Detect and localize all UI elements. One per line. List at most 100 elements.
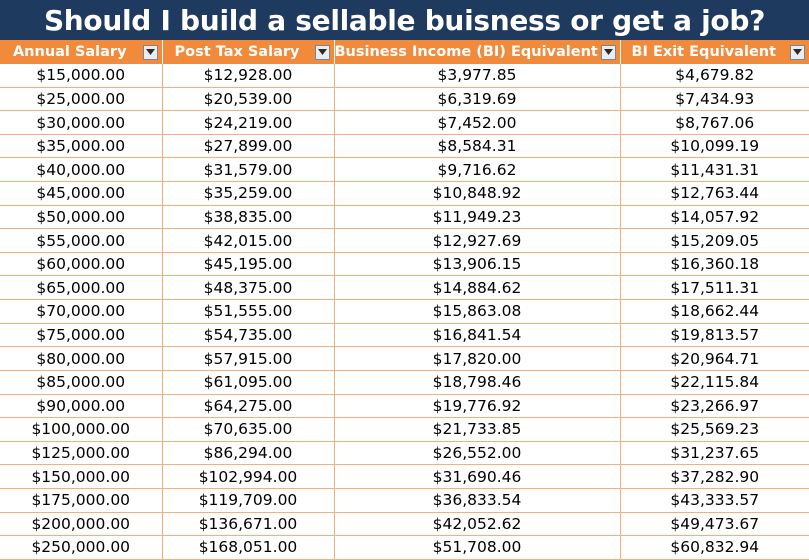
post-tax-salary-cell[interactable]: $38,835.00	[162, 205, 335, 230]
bi-exit-cell[interactable]: $17,511.31	[620, 275, 809, 301]
bi-exit-cell[interactable]: $25,569.23	[620, 417, 809, 442]
bi-exit-cell[interactable]: $49,473.67	[620, 512, 809, 537]
annual-salary-cell[interactable]: $25,000.00	[0, 87, 163, 112]
bi-exit-cell[interactable]: $23,266.97	[620, 394, 809, 419]
business-income-cell[interactable]: $3,977.85	[334, 64, 621, 88]
post-tax-salary-cell[interactable]: $27,899.00	[162, 134, 335, 159]
annual-salary-cell[interactable]: $75,000.00	[0, 323, 163, 348]
filter-dropdown-button[interactable]	[314, 44, 330, 60]
post-tax-salary-cell[interactable]: $45,195.00	[162, 252, 335, 277]
business-income-cell[interactable]: $6,319.69	[334, 87, 621, 112]
bi-exit-cell[interactable]: $37,282.90	[620, 464, 809, 489]
annual-salary-cell[interactable]: $15,000.00	[0, 64, 163, 88]
business-income-cell[interactable]: $11,949.23	[334, 205, 621, 230]
business-income-cell[interactable]: $17,820.00	[334, 346, 621, 371]
bi-exit-cell[interactable]: $60,832.94	[620, 535, 809, 560]
bi-exit-cell[interactable]: $12,763.44	[620, 181, 809, 206]
business-income-cell[interactable]: $8,584.31	[334, 134, 621, 159]
annual-salary-cell[interactable]: $250,000.00	[0, 535, 163, 560]
bi-exit-cell[interactable]: $22,115.84	[620, 370, 809, 395]
business-income-cell[interactable]: $12,927.69	[334, 228, 621, 253]
post-tax-salary-cell[interactable]: $24,219.00	[162, 110, 335, 135]
post-tax-salary-cell[interactable]: $102,994.00	[162, 464, 335, 489]
annual-salary-cell[interactable]: $80,000.00	[0, 346, 163, 371]
annual-salary-cell[interactable]: $90,000.00	[0, 394, 163, 419]
column-header-annual-salary: Annual Salary	[0, 40, 163, 64]
annual-salary-cell[interactable]: $50,000.00	[0, 205, 163, 230]
post-tax-salary-cell[interactable]: $48,375.00	[162, 275, 335, 301]
annual-salary-cell[interactable]: $55,000.00	[0, 228, 163, 253]
business-income-cell[interactable]: $13,906.15	[334, 252, 621, 277]
filter-dropdown-button[interactable]	[790, 44, 805, 60]
annual-salary-cell[interactable]: $175,000.00	[0, 488, 163, 513]
bi-exit-cell[interactable]: $7,434.93	[620, 87, 809, 112]
table-row: $100,000.00 $70,635.00 $21,733.85 $25,569.2…	[0, 417, 809, 442]
table-row: $60,000.00 $45,195.00 $13,906.15 $16,360.18	[0, 252, 809, 277]
column-header-label: BI Exit Equivalent	[631, 44, 777, 60]
post-tax-salary-cell[interactable]: $35,259.00	[162, 181, 335, 206]
business-income-cell[interactable]: $36,833.54	[334, 488, 621, 513]
business-income-cell[interactable]: $14,884.62	[334, 275, 621, 301]
post-tax-salary-cell[interactable]: $70,635.00	[162, 417, 335, 442]
table-row: $90,000.00 $64,275.00 $19,776.92 $23,266.97	[0, 394, 809, 419]
filter-dropdown-button[interactable]	[142, 44, 158, 60]
annual-salary-cell[interactable]: $200,000.00	[0, 512, 163, 537]
annual-salary-cell[interactable]: $45,000.00	[0, 181, 163, 206]
column-header-business-income-equivalent: Business Income (BI) Equivalent	[334, 40, 621, 64]
business-income-cell[interactable]: $42,052.62	[334, 512, 621, 537]
post-tax-salary-cell[interactable]: $119,709.00	[162, 488, 335, 513]
bi-exit-cell[interactable]: $18,662.44	[620, 299, 809, 324]
column-header-bi-exit-equivalent: BI Exit Equivalent	[620, 40, 809, 64]
post-tax-salary-cell[interactable]: $51,555.00	[162, 299, 335, 324]
post-tax-salary-cell[interactable]: $57,915.00	[162, 346, 335, 371]
post-tax-salary-cell[interactable]: $42,015.00	[162, 228, 335, 253]
bi-exit-cell[interactable]: $20,964.71	[620, 346, 809, 371]
post-tax-salary-cell[interactable]: $12,928.00	[162, 64, 335, 88]
bi-exit-cell[interactable]: $31,237.65	[620, 441, 809, 466]
bi-exit-cell[interactable]: $8,767.06	[620, 110, 809, 135]
bi-exit-cell[interactable]: $10,099.19	[620, 134, 809, 159]
annual-salary-cell[interactable]: $65,000.00	[0, 275, 163, 301]
post-tax-salary-cell[interactable]: $168,051.00	[162, 535, 335, 560]
business-income-cell[interactable]: $21,733.85	[334, 417, 621, 442]
post-tax-salary-cell[interactable]: $31,579.00	[162, 157, 335, 183]
annual-salary-cell[interactable]: $40,000.00	[0, 157, 163, 183]
bi-exit-cell[interactable]: $4,679.82	[620, 64, 809, 88]
annual-salary-cell[interactable]: $150,000.00	[0, 464, 163, 489]
post-tax-salary-cell[interactable]: $20,539.00	[162, 87, 335, 112]
annual-salary-cell[interactable]: $60,000.00	[0, 252, 163, 277]
annual-salary-cell[interactable]: $85,000.00	[0, 370, 163, 395]
post-tax-salary-cell[interactable]: $64,275.00	[162, 394, 335, 419]
business-income-cell[interactable]: $7,452.00	[334, 110, 621, 135]
dropdown-arrow-icon	[793, 49, 802, 55]
bi-exit-cell[interactable]: $14,057.92	[620, 205, 809, 230]
business-income-cell[interactable]: $19,776.92	[334, 394, 621, 419]
table-row: $30,000.00 $24,219.00 $7,452.00 $8,767.06	[0, 110, 809, 135]
post-tax-salary-cell[interactable]: $136,671.00	[162, 512, 335, 537]
business-income-cell[interactable]: $9,716.62	[334, 157, 621, 183]
table-row: $25,000.00 $20,539.00 $6,319.69 $7,434.93	[0, 87, 809, 112]
business-income-cell[interactable]: $15,863.08	[334, 299, 621, 324]
business-income-cell[interactable]: $10,848.92	[334, 181, 621, 206]
dropdown-arrow-icon	[317, 49, 327, 55]
annual-salary-cell[interactable]: $35,000.00	[0, 134, 163, 159]
bi-exit-cell[interactable]: $15,209.05	[620, 228, 809, 253]
business-income-cell[interactable]: $31,690.46	[334, 464, 621, 489]
business-income-cell[interactable]: $18,798.46	[334, 370, 621, 395]
annual-salary-cell[interactable]: $125,000.00	[0, 441, 163, 466]
bi-exit-cell[interactable]: $11,431.31	[620, 157, 809, 183]
business-income-cell[interactable]: $51,708.00	[334, 535, 621, 560]
bi-exit-cell[interactable]: $43,333.57	[620, 488, 809, 513]
post-tax-salary-cell[interactable]: $86,294.00	[162, 441, 335, 466]
business-income-cell[interactable]: $26,552.00	[334, 441, 621, 466]
post-tax-salary-cell[interactable]: $54,735.00	[162, 323, 335, 348]
annual-salary-cell[interactable]: $30,000.00	[0, 110, 163, 135]
filter-dropdown-button[interactable]	[600, 44, 616, 60]
bi-exit-cell[interactable]: $19,813.57	[620, 323, 809, 348]
annual-salary-cell[interactable]: $100,000.00	[0, 417, 163, 442]
business-income-cell[interactable]: $16,841.54	[334, 323, 621, 348]
table-row: $50,000.00 $38,835.00 $11,949.23 $14,057.92	[0, 205, 809, 230]
annual-salary-cell[interactable]: $70,000.00	[0, 299, 163, 324]
post-tax-salary-cell[interactable]: $61,095.00	[162, 370, 335, 395]
bi-exit-cell[interactable]: $16,360.18	[620, 252, 809, 277]
